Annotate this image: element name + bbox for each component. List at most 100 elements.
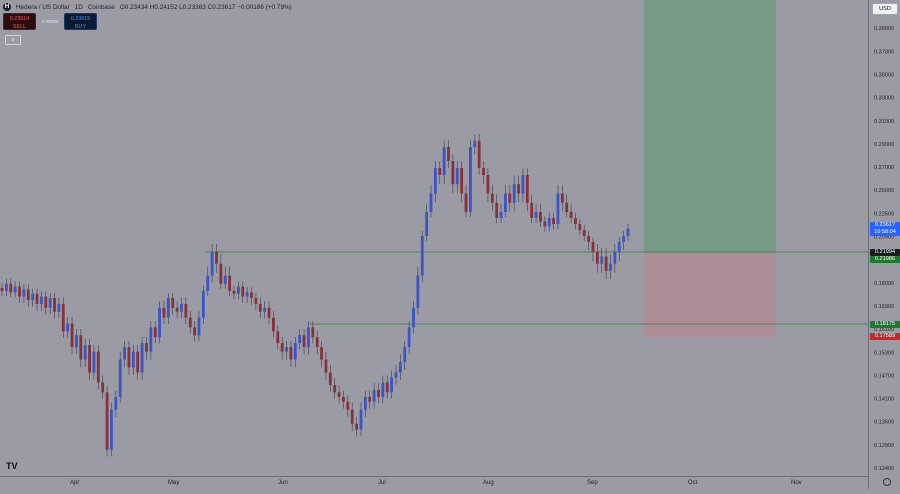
bear-candle[interactable] (171, 298, 175, 308)
bull-candle[interactable] (223, 275, 227, 284)
bear-candle[interactable] (451, 161, 455, 185)
bear-candle[interactable] (342, 397, 345, 402)
symbol-name[interactable]: Hedera / US Dollar (16, 3, 70, 11)
bull-candle[interactable] (622, 236, 626, 242)
bull-candle[interactable] (197, 317, 201, 336)
bull-candle[interactable] (433, 168, 437, 194)
bull-candle[interactable] (412, 307, 415, 328)
bear-candle[interactable] (328, 372, 332, 386)
bear-candle[interactable] (565, 202, 569, 212)
bull-candle[interactable] (381, 382, 385, 398)
currency-selector[interactable]: USD (872, 3, 898, 15)
bear-candle[interactable] (153, 327, 157, 338)
bear-candle[interactable] (539, 212, 542, 222)
bear-candle[interactable] (587, 236, 591, 242)
bear-candle[interactable] (127, 347, 131, 368)
bear-candle[interactable] (254, 298, 258, 304)
bear-candle[interactable] (517, 184, 520, 194)
bear-candle[interactable] (44, 296, 48, 308)
bull-candle[interactable] (31, 293, 35, 300)
bull-candle[interactable] (372, 390, 376, 402)
bear-candle[interactable] (530, 202, 534, 218)
bear-candle[interactable] (105, 392, 109, 450)
bear-candle[interactable] (61, 303, 65, 332)
buy-button[interactable]: 0.23615 BUY (64, 13, 97, 30)
bull-candle[interactable] (398, 362, 402, 373)
bear-candle[interactable] (162, 307, 166, 318)
bull-candle[interactable] (407, 327, 411, 348)
bull-candle[interactable] (512, 184, 516, 203)
chart-area[interactable]: H Hedera / US Dollar 1D Coinbase O0.2343… (0, 0, 868, 476)
bear-candle[interactable] (490, 193, 494, 203)
bull-candle[interactable] (166, 298, 170, 318)
bull-candle[interactable] (57, 303, 61, 312)
bull-candle[interactable] (210, 251, 214, 276)
bear-candle[interactable] (228, 275, 232, 291)
bear-candle[interactable] (136, 351, 140, 373)
symbol-header[interactable]: H Hedera / US Dollar 1D Coinbase O0.2343… (3, 2, 292, 12)
bear-candle[interactable] (346, 401, 350, 410)
bull-candle[interactable] (4, 283, 8, 291)
bear-candle[interactable] (320, 347, 323, 360)
bull-candle[interactable] (425, 212, 429, 236)
bear-candle[interactable] (385, 382, 389, 393)
bull-candle[interactable] (307, 327, 310, 348)
bear-candle[interactable] (486, 175, 490, 194)
bear-candle[interactable] (333, 385, 337, 393)
bear-candle[interactable] (70, 323, 74, 348)
bear-candle[interactable] (289, 347, 293, 360)
bear-candle[interactable] (35, 293, 39, 304)
bull-candle[interactable] (285, 347, 288, 352)
bull-candle[interactable] (92, 351, 96, 373)
bull-candle[interactable] (158, 307, 161, 338)
bear-candle[interactable] (350, 409, 354, 424)
sell-button[interactable]: 0.23614 SELL (3, 13, 36, 30)
bear-candle[interactable] (188, 317, 192, 328)
bear-candle[interactable] (337, 392, 341, 397)
bull-candle[interactable] (236, 286, 240, 294)
bull-candle[interactable] (420, 236, 424, 276)
bear-candle[interactable] (250, 292, 253, 298)
bull-candle[interactable] (521, 175, 525, 194)
bull-candle[interactable] (180, 303, 183, 312)
bull-candle[interactable] (123, 347, 126, 360)
bull-candle[interactable] (22, 289, 26, 297)
settings-icon[interactable] (883, 478, 891, 486)
bull-candle[interactable] (206, 275, 210, 291)
bear-candle[interactable] (145, 343, 148, 352)
bear-candle[interactable] (552, 218, 555, 224)
bear-candle[interactable] (438, 168, 442, 175)
bull-candle[interactable] (140, 343, 144, 373)
tradingview-logo-icon[interactable]: TV (6, 461, 18, 471)
bear-candle[interactable] (324, 359, 328, 373)
bear-candle[interactable] (604, 256, 608, 271)
bear-candle[interactable] (9, 283, 13, 293)
bull-candle[interactable] (600, 256, 604, 264)
bear-candle[interactable] (578, 224, 582, 230)
bull-candle[interactable] (547, 218, 551, 227)
bear-candle[interactable] (219, 263, 223, 284)
bull-candle[interactable] (110, 409, 113, 450)
bull-candle[interactable] (83, 345, 87, 360)
interval[interactable]: 1D (74, 3, 83, 11)
bull-candle[interactable] (499, 212, 503, 218)
bull-candle[interactable] (504, 193, 507, 213)
bear-candle[interactable] (355, 423, 358, 430)
bear-candle[interactable] (18, 286, 21, 297)
bear-candle[interactable] (215, 251, 218, 264)
bull-candle[interactable] (293, 343, 297, 360)
bull-candle[interactable] (403, 347, 407, 363)
bear-candle[interactable] (574, 218, 577, 224)
bear-candle[interactable] (272, 317, 275, 332)
bull-candle[interactable] (469, 147, 472, 212)
bull-candle[interactable] (455, 168, 459, 185)
bear-candle[interactable] (0, 288, 4, 291)
time-axis[interactable]: Apr May Jun Jul Aug Sep Oct Nov (0, 476, 868, 490)
bear-candle[interactable] (302, 335, 306, 348)
bear-candle[interactable] (508, 193, 512, 203)
bear-candle[interactable] (267, 307, 271, 318)
bear-candle[interactable] (377, 390, 380, 397)
bull-candle[interactable] (13, 286, 17, 293)
bull-candle[interactable] (149, 327, 153, 352)
bear-candle[interactable] (595, 251, 599, 264)
